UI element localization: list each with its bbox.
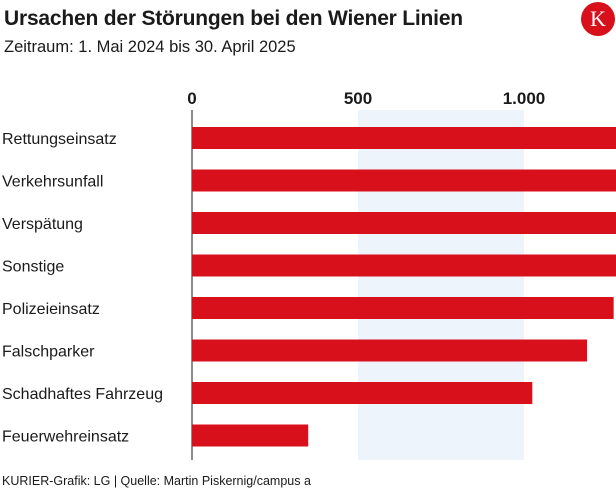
category-label: Rettungseinsatz: [2, 131, 117, 148]
kurier-logo: K: [581, 2, 615, 36]
grid-bands: [358, 110, 524, 460]
bar: [192, 297, 614, 319]
source-note: KURIER-Grafik: LG | Quelle: Martin Piske…: [2, 474, 311, 488]
bar: [192, 424, 309, 447]
category-label: Verkehrsunfall: [2, 174, 103, 191]
bar: [192, 382, 533, 404]
category-label: Schadhaftes Fahrzeug: [2, 386, 163, 403]
x-tick-label: 500: [344, 89, 372, 108]
grid-band: [358, 110, 524, 460]
bar: [192, 339, 588, 362]
category-label: Feuerwehreinsatz: [2, 429, 129, 446]
bar: [192, 254, 616, 277]
x-tick-label: 0: [187, 89, 196, 108]
bar: [192, 127, 616, 149]
chart-title: Ursachen der Störungen bei den Wiener Li…: [4, 7, 463, 30]
bar: [192, 212, 616, 234]
category-label: Falschparker: [2, 344, 95, 361]
bars: [192, 127, 616, 447]
chart-subtitle: Zeitraum: 1. Mai 2024 bis 30. April 2025: [4, 38, 296, 56]
category-label: Polizeieinsatz: [2, 301, 100, 318]
category-labels: Rettungseinsatz Verkehrsunfall Verspätung S…: [2, 131, 163, 446]
category-label: Verspätung: [2, 216, 83, 233]
category-label: Sonstige: [2, 259, 64, 276]
bar: [192, 169, 616, 192]
x-tick-label: 1.000: [503, 89, 546, 108]
